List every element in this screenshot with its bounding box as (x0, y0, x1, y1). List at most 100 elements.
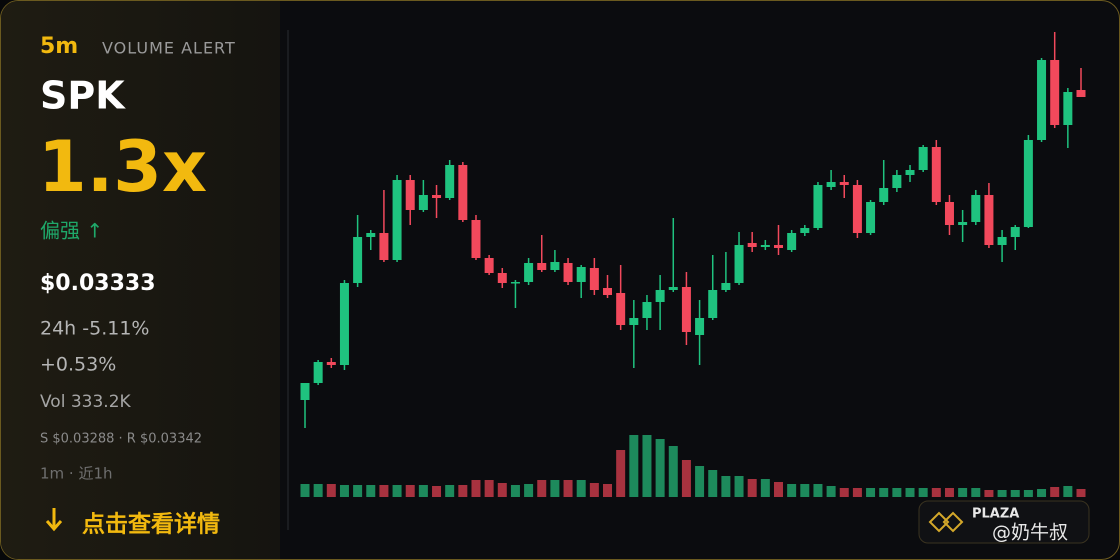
volume-bar (1050, 487, 1060, 497)
volume-bar (747, 479, 757, 497)
candle-body (1023, 140, 1033, 227)
volume-bar (497, 483, 507, 497)
volume-bar (787, 484, 797, 497)
candle-body (997, 237, 1007, 245)
candle-body (655, 290, 665, 302)
candle-body (931, 147, 941, 202)
candle-body (852, 185, 862, 233)
candle-body (826, 182, 836, 187)
volume-bar (1023, 490, 1033, 497)
volume-bar (1010, 490, 1020, 497)
volume-bar (813, 484, 823, 497)
candle-body (984, 195, 994, 245)
cta[interactable]: 点击查看详情 (82, 511, 220, 538)
volume-bar (471, 480, 481, 497)
change-24h: 24h -5.11% (40, 318, 149, 340)
candle-body (418, 195, 428, 210)
levels: S $0.03288 · R $0.03342 (40, 432, 202, 447)
volume-bar (839, 488, 849, 497)
volume-bar (458, 485, 468, 497)
candle-body (681, 287, 691, 332)
candle-body (537, 263, 547, 270)
candle-body (458, 165, 468, 220)
candle-body (326, 362, 336, 365)
volume-bar (681, 460, 691, 497)
candle-body (971, 195, 981, 222)
volume-bar (866, 488, 876, 497)
volume-bar (616, 450, 626, 497)
volume-bar (773, 482, 783, 497)
volume-bar (905, 488, 915, 497)
volume-bar (984, 490, 994, 497)
candle-body (313, 362, 323, 383)
volume-bar (576, 480, 586, 497)
volume-bar (603, 484, 613, 497)
candle-body (958, 222, 968, 225)
candle-body (379, 233, 389, 260)
volume-bar (655, 439, 665, 497)
cta-arrow (45, 508, 63, 532)
candle-body (668, 287, 678, 290)
change-short: +0.53% (40, 354, 116, 376)
volume-bar (668, 446, 678, 497)
volume-bar (1063, 486, 1073, 497)
window: 1m · 近1h (40, 465, 113, 483)
volume-bar (326, 484, 336, 497)
volume-24h: Vol 333.2K (40, 392, 132, 412)
candle-body (800, 228, 810, 233)
left-panel (1, 1, 280, 559)
candle-body (1010, 227, 1020, 237)
volume-bar (300, 484, 310, 497)
timeframe: 5m (40, 34, 78, 59)
alert-label: VOLUME ALERT (102, 39, 236, 58)
volume-bar (313, 484, 323, 497)
candle-body (497, 273, 507, 283)
volume-bar (550, 480, 560, 497)
candle-body (524, 263, 534, 282)
candle-body (629, 318, 639, 325)
volume-bar (695, 466, 705, 497)
volume-bar (339, 485, 349, 497)
candle-body (576, 267, 586, 282)
candle-body (944, 202, 954, 225)
candle-body (813, 185, 823, 228)
candle-body (471, 220, 481, 258)
volume-bar (510, 485, 520, 497)
volume-bar (405, 485, 415, 497)
volume-bar (958, 488, 968, 497)
volume-bar (563, 480, 573, 497)
volume-bar (918, 488, 928, 497)
volume-bar (997, 490, 1007, 497)
volume-bar (931, 488, 941, 497)
candle-body (1050, 60, 1060, 125)
volume-bar (852, 488, 862, 497)
watermark-brand: PLAZA (972, 507, 1019, 522)
candle-body (787, 233, 797, 250)
watermark-box (918, 500, 1090, 544)
volume-bar (800, 484, 810, 497)
volume-bar (971, 488, 981, 497)
candle-body (773, 245, 783, 248)
candle-body (721, 283, 731, 290)
candle-body (760, 245, 770, 247)
candle-body (603, 288, 613, 295)
candle-body (353, 237, 363, 283)
candle-body (866, 202, 876, 233)
volume-bar (392, 485, 402, 497)
volume-bar (537, 480, 547, 497)
candle-body (839, 182, 849, 185)
candle-body (695, 318, 705, 335)
volume-bar (432, 486, 442, 497)
volume-bar (379, 485, 389, 497)
volume-bar (721, 476, 731, 497)
candle-body (734, 245, 744, 283)
volume-bar (524, 484, 534, 497)
candle-body (300, 383, 310, 400)
candle-body (563, 263, 573, 282)
ratio: 1.3x (38, 126, 207, 208)
candle-body (642, 302, 652, 318)
volume-bar (944, 488, 954, 497)
watermark-author: @奶牛叔 (992, 522, 1068, 544)
volume-bar (445, 485, 455, 497)
candle-body (484, 258, 494, 273)
